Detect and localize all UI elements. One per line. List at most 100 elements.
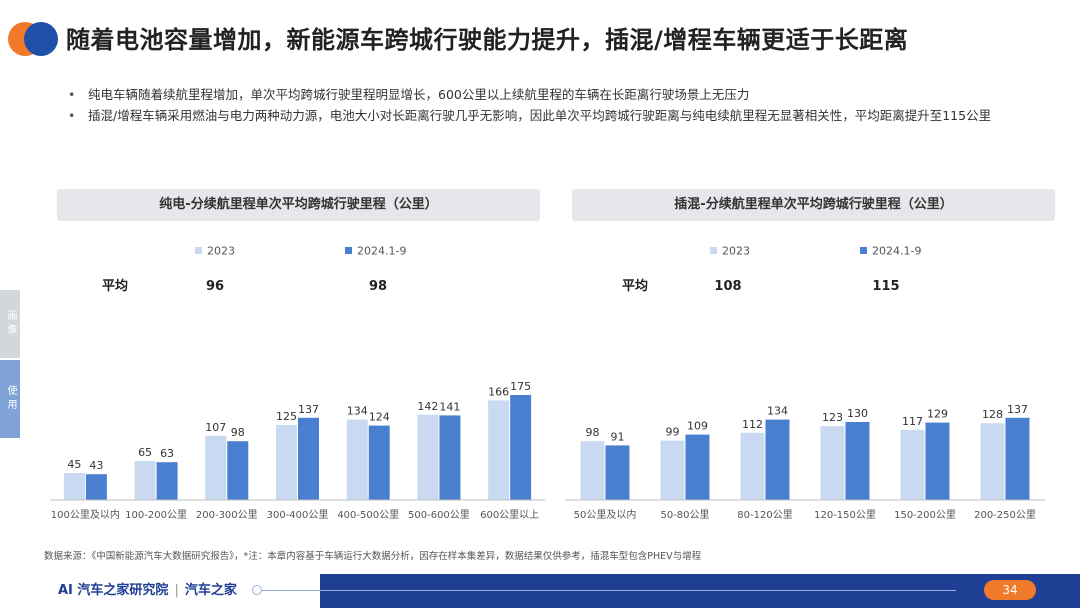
bar-0-3 (820, 426, 845, 500)
category-tick-label: 200-300公里 (196, 509, 258, 521)
legend-swatch-1 (345, 247, 352, 254)
bar-value-label: 142 (417, 400, 438, 413)
legend-label-1: 2024.1-9 (357, 245, 406, 258)
category-tick-label: 600公里以上 (480, 509, 539, 521)
bullet-list: 纯电车辆随着续航里程增加，单次平均跨城行驶里程明显增长，600公里以上续航里程的… (66, 86, 1026, 128)
footer-logo: AI 汽车之家研究院 | 汽车之家 (58, 579, 237, 598)
bullet-item: 插混/增程车辆采用燃油与电力两种动力源，电池大小对长距离行驶几乎无影响，因此单次… (66, 107, 1026, 124)
bar-1-3 (845, 422, 870, 500)
average-value-0: 96 (206, 279, 224, 294)
chart-title-ev: 纯电-分续航里程单次平均跨城行驶里程（公里） (57, 189, 540, 221)
side-tab-usage[interactable]: 使用 (0, 360, 20, 438)
footer-separator: | (174, 583, 179, 598)
bar-value-label: 124 (369, 411, 390, 424)
footer: AI 汽车之家研究院 | 汽车之家 34 (0, 566, 1080, 608)
bar-value-label: 112 (742, 418, 763, 431)
footer-dot (252, 585, 262, 595)
footer-left-area (0, 574, 320, 608)
bar-value-label: 99 (666, 426, 680, 439)
bar-1-6 (510, 395, 532, 500)
page-title: 随着电池容量增加，新能源车跨城行驶能力提升，插混/增程车辆更适于长距离 (66, 26, 909, 54)
category-tick-label: 50公里及以内 (574, 508, 637, 521)
bar-0-0 (63, 473, 85, 500)
bar-0-1 (134, 461, 156, 500)
bar-value-label: 63 (160, 447, 174, 460)
legend-label-0: 2023 (722, 245, 750, 258)
category-tick-label: 200-250公里 (974, 509, 1036, 521)
bar-value-label: 175 (510, 380, 531, 393)
bullet-item: 纯电车辆随着续航里程增加，单次平均跨城行驶里程明显增长，600公里以上续航里程的… (66, 86, 1026, 103)
category-tick-label: 120-150公里 (814, 509, 876, 521)
bar-value-label: 125 (276, 410, 297, 423)
category-tick-label: 80-120公里 (737, 509, 792, 521)
bar-0-4 (346, 419, 368, 500)
bar-value-label: 91 (611, 430, 625, 443)
bar-1-5 (439, 415, 461, 500)
bar-value-label: 45 (67, 458, 81, 471)
bar-value-label: 137 (1007, 403, 1028, 416)
average-value-0: 108 (714, 279, 741, 294)
average-value-1: 98 (369, 279, 387, 294)
side-tabs: 画像 使用 (0, 290, 20, 438)
average-value-1: 115 (872, 279, 899, 294)
bar-value-label: 107 (205, 421, 226, 434)
bar-1-2 (227, 441, 249, 500)
bar-value-label: 166 (488, 385, 509, 398)
footer-line (256, 590, 956, 591)
bar-value-label: 128 (982, 408, 1003, 421)
footer-brand-autohome: 汽车之家 (184, 583, 237, 598)
chart-title-phev: 插混-分续航里程单次平均跨城行驶里程（公里） (572, 189, 1055, 221)
bar-value-label: 117 (902, 415, 923, 428)
bar-1-3 (298, 417, 319, 500)
footer-bar (200, 574, 1080, 608)
bar-1-2 (765, 419, 790, 500)
bar-value-label: 141 (439, 400, 460, 413)
logo-circles (8, 22, 60, 56)
bar-1-5 (1005, 417, 1030, 500)
footer-brand-research: AI 汽车之家研究院 (58, 583, 169, 598)
bar-1-1 (685, 434, 710, 500)
bar-1-0 (605, 445, 630, 500)
bar-value-label: 123 (822, 411, 843, 424)
bar-1-4 (925, 422, 950, 500)
category-tick-label: 300-400公里 (267, 509, 329, 521)
page-number: 34 (984, 580, 1036, 600)
bar-0-1 (660, 440, 685, 500)
bar-value-label: 137 (298, 403, 319, 416)
bar-value-label: 43 (89, 459, 103, 472)
category-tick-label: 50-80公里 (660, 509, 709, 521)
bar-value-label: 98 (586, 426, 600, 439)
bar-value-label: 130 (847, 407, 868, 420)
bar-value-label: 98 (231, 426, 245, 439)
chart-phev: 2023 2024.1-9 平均 108 115 98 91 50公里及以内 99 109 50-8… (565, 245, 1045, 521)
bar-value-label: 109 (687, 420, 708, 433)
bar-0-2 (740, 432, 765, 500)
average-label: 平均 (622, 278, 648, 294)
bar-0-2 (205, 435, 227, 500)
bar-1-1 (156, 462, 178, 500)
legend-label-0: 2023 (207, 245, 235, 258)
category-tick-label: 500-600公里 (408, 509, 470, 521)
bar-0-5 (417, 414, 439, 500)
bar-0-0 (580, 441, 605, 500)
category-tick-label: 100-200公里 (125, 509, 187, 521)
logo-circle-blue (24, 22, 58, 56)
category-tick-label: 150-200公里 (894, 509, 956, 521)
legend-label-1: 2024.1-9 (872, 245, 921, 258)
side-tab-profile[interactable]: 画像 (0, 290, 20, 358)
average-label: 平均 (102, 278, 128, 294)
bar-value-label: 65 (138, 446, 152, 459)
bar-0-5 (980, 423, 1005, 500)
legend-swatch-0 (710, 247, 717, 254)
category-tick-label: 400-500公里 (337, 509, 399, 521)
bar-value-label: 134 (347, 405, 368, 418)
category-tick-label: 100公里及以内 (51, 508, 120, 521)
bar-0-6 (488, 400, 510, 500)
bar-value-label: 134 (767, 405, 788, 418)
data-source-note: 数据来源：《中国新能源汽车大数据研究报告》，*注：本章内容基于车辆运行大数据分析… (44, 551, 702, 562)
bar-0-4 (900, 429, 925, 500)
chart-ev: 2023 2024.1-9 平均 96 98 45 43 100公里及以内 65 63 100-20… (50, 245, 545, 521)
bar-value-label: 129 (927, 408, 948, 421)
legend-swatch-0 (195, 247, 202, 254)
bar-1-0 (85, 474, 107, 500)
